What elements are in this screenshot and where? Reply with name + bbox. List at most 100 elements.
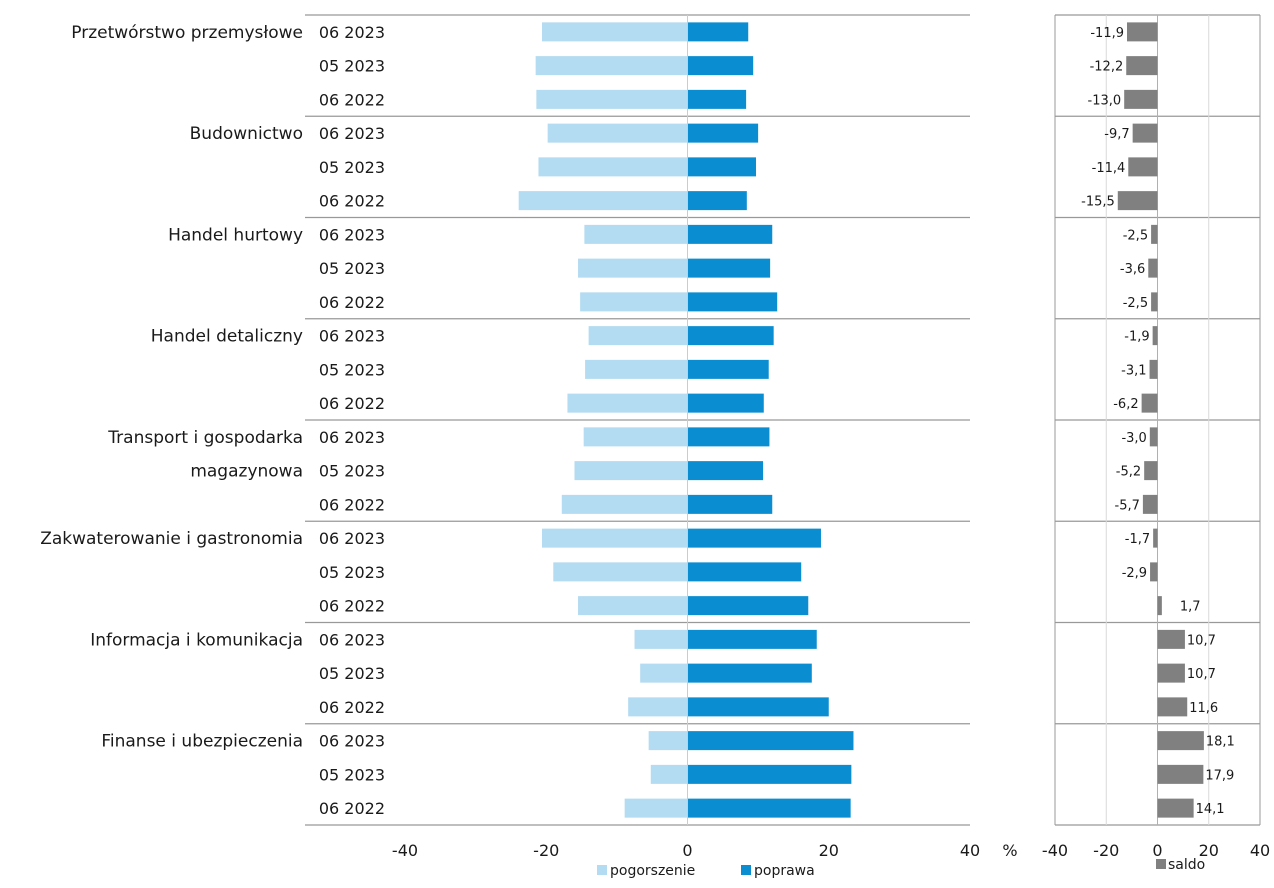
bar-saldo [1126, 56, 1158, 76]
bar-poprawa [687, 56, 754, 76]
bar-poprawa [687, 528, 821, 548]
bar-poprawa [687, 191, 747, 211]
bar-pogorszenie [542, 22, 688, 42]
bar-pogorszenie [648, 731, 688, 751]
period-label: 06 2022 [319, 394, 385, 413]
bar-poprawa [687, 798, 851, 818]
category-label: Transport i gospodarka [107, 428, 303, 448]
legend-label-pogorszenie: pogorszenie [610, 863, 695, 879]
bar-pogorszenie [588, 326, 688, 346]
saldo-value-label: -13,0 [1088, 93, 1122, 108]
bar-saldo [1127, 22, 1158, 42]
bar-pogorszenie [518, 191, 688, 211]
saldo-value-label: -2,9 [1122, 566, 1147, 581]
bar-saldo [1148, 258, 1158, 278]
period-label: 06 2023 [319, 529, 385, 548]
bar-saldo [1141, 393, 1158, 413]
bar-pogorszenie [561, 494, 688, 514]
period-label: 06 2023 [319, 23, 385, 42]
bar-poprawa [687, 731, 854, 751]
category-label: Budownictwo [190, 124, 303, 144]
bar-pogorszenie [547, 123, 688, 143]
saldo-value-label: -5,7 [1115, 498, 1140, 513]
period-label: 05 2023 [319, 158, 385, 177]
bar-pogorszenie [650, 764, 688, 784]
period-label: 05 2023 [319, 563, 385, 582]
category-label: magazynowa [190, 462, 303, 482]
bar-pogorszenie [578, 258, 688, 278]
period-label: 05 2023 [319, 664, 385, 683]
saldo-tick-label: 40 [1250, 841, 1270, 860]
bar-pogorszenie [580, 292, 688, 312]
bar-poprawa [687, 697, 829, 717]
bar-pogorszenie [640, 663, 688, 683]
saldo-bar-chart: -11,9 -12,2 -13,0 -9,7 -11,4 -15,5 -2,5 -3,6 -2,… [1042, 14, 1270, 873]
bar-pogorszenie [624, 798, 688, 818]
x-tick-label: 20 [819, 841, 839, 860]
bar-poprawa [687, 292, 778, 312]
bar-poprawa [687, 663, 812, 683]
bar-pogorszenie [585, 359, 688, 379]
bar-poprawa [687, 596, 809, 616]
bar-saldo [1142, 494, 1158, 514]
bar-saldo [1152, 326, 1158, 346]
bar-poprawa [687, 562, 802, 582]
saldo-value-label: -11,9 [1090, 26, 1124, 41]
saldo-value-label: -15,5 [1081, 195, 1115, 210]
period-label: 05 2023 [319, 259, 385, 278]
bar-poprawa [687, 22, 749, 42]
bar-pogorszenie [542, 528, 688, 548]
period-label: 06 2022 [319, 597, 385, 616]
saldo-value-label: -3,6 [1120, 262, 1145, 277]
bar-saldo [1151, 224, 1158, 244]
diverging-bar-chart: 06 2023 05 2023 06 2022 Przetwórstwo przemy… [40, 14, 1018, 879]
period-label: 06 2022 [319, 293, 385, 312]
x-tick-label: -20 [533, 841, 559, 860]
legend-label-poprawa: poprawa [754, 863, 815, 879]
period-label: 06 2023 [319, 732, 385, 751]
bar-saldo [1157, 697, 1188, 717]
saldo-value-label: -2,5 [1123, 296, 1148, 311]
bar-saldo [1144, 461, 1158, 481]
bar-pogorszenie [583, 427, 688, 447]
bar-saldo [1117, 191, 1158, 211]
x-unit-label: % [1002, 841, 1017, 860]
bar-poprawa [687, 629, 817, 649]
category-label: Informacja i komunikacja [90, 630, 303, 650]
bar-poprawa [687, 359, 769, 379]
saldo-tick-label: -20 [1093, 841, 1119, 860]
saldo-value-label: 17,9 [1205, 768, 1234, 783]
saldo-value-label: 14,1 [1196, 802, 1225, 817]
bar-pogorszenie [578, 596, 688, 616]
saldo-value-label: -9,7 [1104, 127, 1129, 142]
bar-pogorszenie [567, 393, 688, 413]
bar-poprawa [687, 427, 770, 447]
saldo-value-label: -6,2 [1113, 397, 1138, 412]
saldo-value-label: -11,4 [1092, 161, 1126, 176]
bar-pogorszenie [584, 224, 688, 244]
x-tick-label: 0 [682, 841, 692, 860]
saldo-value-label: -1,7 [1125, 532, 1150, 547]
period-label: 06 2022 [319, 799, 385, 818]
period-label: 06 2023 [319, 225, 385, 244]
bar-saldo [1150, 562, 1158, 582]
legend-swatch-pogorszenie [597, 865, 607, 875]
saldo-tick-label: -40 [1042, 841, 1068, 860]
bar-poprawa [687, 123, 759, 143]
bar-saldo [1157, 663, 1185, 683]
bar-saldo [1157, 731, 1204, 751]
bar-pogorszenie [634, 629, 688, 649]
bar-saldo [1132, 123, 1158, 143]
bar-saldo [1128, 157, 1158, 177]
period-label: 06 2022 [319, 192, 385, 211]
saldo-value-label: -2,5 [1123, 228, 1148, 243]
bar-poprawa [687, 461, 764, 481]
x-tick-label: -40 [392, 841, 418, 860]
saldo-value-label: -1,9 [1124, 330, 1149, 345]
bar-poprawa [687, 326, 774, 346]
bar-saldo [1124, 89, 1158, 109]
legend-label-saldo: saldo [1168, 857, 1205, 873]
period-label: 05 2023 [319, 462, 385, 481]
bar-poprawa [687, 494, 773, 514]
saldo-tick-label: 0 [1152, 841, 1162, 860]
